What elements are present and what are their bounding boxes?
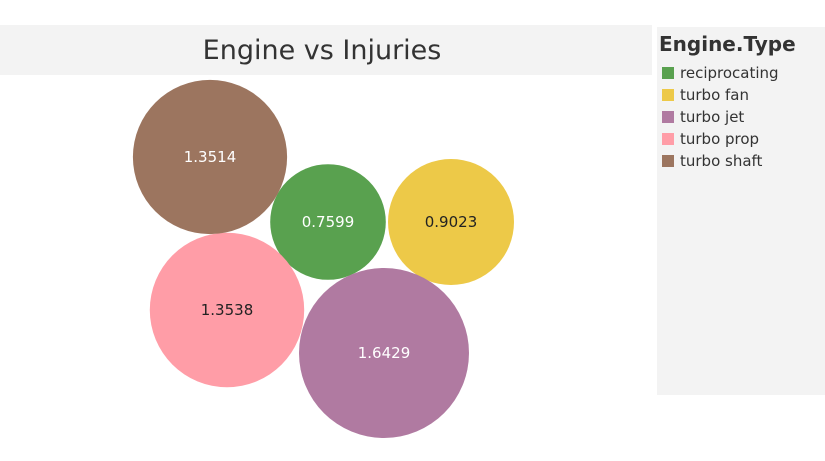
data-label-turbo-shaft: 1.3514 [184,148,237,166]
data-label-reciprocating: 0.7599 [302,213,355,231]
bubble-turbo-shaft[interactable] [132,79,288,235]
legend: Engine.Type reciprocating turbo fan turbo … [657,27,825,395]
data-label-turbo-jet: 1.6429 [358,344,411,362]
legend-title: Engine.Type [659,32,796,56]
legend-item-reciprocating[interactable]: reciprocating [662,62,779,84]
legend-label-turbo-fan: turbo fan [680,86,750,104]
legend-label-turbo-shaft: turbo shaft [680,152,763,170]
legend-label-turbo-jet: turbo jet [680,108,745,126]
legend-swatch-reciprocating [662,67,674,79]
legend-swatch-turbo-fan [662,89,674,101]
legend-swatch-turbo-shaft [662,155,674,167]
bubble-chart: 0.7599 0.9023 1.6429 1.3538 1.3514 [132,79,514,438]
legend-item-turbo-fan[interactable]: turbo fan [662,84,779,106]
legend-item-turbo-shaft[interactable]: turbo shaft [662,150,779,172]
legend-swatch-turbo-jet [662,111,674,123]
bubble-turbo-jet[interactable] [299,268,469,438]
legend-label-reciprocating: reciprocating [680,64,779,82]
legend-label-turbo-prop: turbo prop [680,130,760,148]
bubble-turbo-prop[interactable] [149,232,305,388]
legend-list: reciprocating turbo fan turbo jet turbo pro… [662,62,779,172]
bubble-reciprocating[interactable] [270,164,386,280]
legend-item-turbo-prop[interactable]: turbo prop [662,128,779,150]
data-label-turbo-fan: 0.9023 [425,213,478,231]
bubble-turbo-fan[interactable] [388,159,514,285]
data-label-turbo-prop: 1.3538 [201,301,254,319]
legend-item-turbo-jet[interactable]: turbo jet [662,106,779,128]
legend-swatch-turbo-prop [662,133,674,145]
chart-title-bar: Engine vs Injuries [0,25,652,75]
chart-title: Engine vs Injuries [202,34,442,66]
